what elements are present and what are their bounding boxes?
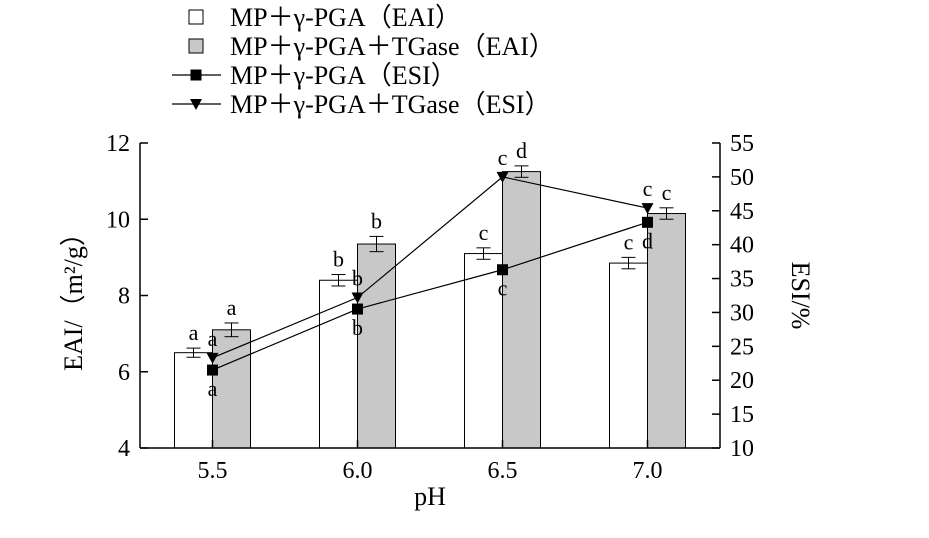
bar-sig-label: c [662,180,672,205]
y-axis-right-title: ESI/% [786,262,815,330]
bar-sig-label: a [189,320,199,345]
legend-marker-triangle [190,99,202,110]
line-sig-label: d [642,228,653,253]
line-sig-label: a [208,376,218,401]
bar-sig-label: b [371,208,382,233]
y-axis-left-title: EAI/（m²/g） [59,220,88,371]
line-sig-label: a [208,326,218,351]
y-right-tick-label: 10 [730,436,754,462]
bar-sig-label: c [624,229,634,254]
y-right-tick-label: 25 [730,334,754,360]
legend-swatch-bar [188,9,204,25]
legend-label: MP＋γ-PGA＋TGase（EAI） [230,32,555,61]
bar-sig-label: c [479,220,489,245]
y-right-tick-label: 15 [730,402,754,428]
bar-sig-label: d [516,138,527,163]
marker-triangle [641,203,654,215]
marker-square [207,364,218,376]
marker-triangle [351,292,364,304]
line-sig-label: c [498,145,508,170]
y-left-tick-label: 12 [106,131,130,157]
y-left-tick-label: 10 [106,207,130,233]
line-sig-label: c [643,176,653,201]
bar-eai-mp-5.5 [174,352,213,449]
legend-marker-square [190,69,202,81]
y-left-tick-label: 6 [118,360,130,386]
bar-eai-tgase-6.0 [357,243,396,449]
marker-square [642,216,653,228]
y-right-tick-label: 35 [730,267,754,293]
y-left-tick-label: 8 [118,284,130,310]
bar-sig-label: b [333,247,344,272]
x-tick-label: 7.0 [633,458,663,484]
legend-label: MP＋γ-PGA（EAI） [230,3,461,32]
line-sig-label: b [352,266,363,291]
legend-label: MP＋γ-PGA（ESI） [230,61,457,90]
x-tick-label: 6.0 [343,458,373,484]
line-sig-label: c [498,276,508,301]
bar-eai-mp-7.0 [609,262,648,449]
bar-eai-tgase-7.0 [647,213,686,449]
line-sig-label: b [352,315,363,340]
lines [206,171,654,376]
series-line-esi-mp [212,221,648,371]
y-right-tick-label: 20 [730,368,754,394]
marker-triangle [206,352,219,364]
x-tick-label: 6.5 [488,458,518,484]
bars [174,171,686,449]
marker-square [352,303,363,315]
legend: MP＋γ-PGA（EAI）MP＋γ-PGA＋TGase（EAI）MP＋γ-PGA… [172,3,555,119]
y-right-tick-label: 30 [730,300,754,326]
x-tick-label: 5.5 [198,458,228,484]
x-axis-title: pH [414,482,446,511]
marker-triangle [496,171,509,183]
axes: 4 6 8 10 12 10 15 20 25 30 35 40 45 50 55 5.5 6.0 6.5 7.0 [106,131,754,484]
y-left-tick-label: 4 [118,436,130,462]
bar-eai-tgase-5.5 [212,329,251,449]
legend-label: MP＋γ-PGA＋TGase（ESI） [230,90,551,119]
y-right-tick-label: 55 [730,131,754,157]
y-right-tick-label: 40 [730,233,754,259]
y-right-tick-label: 45 [730,199,754,225]
marker-square [497,264,508,276]
error-bars [186,165,674,358]
bar-eai-mp-6.5 [464,253,503,449]
bar-eai-tgase-6.5 [502,171,541,449]
y-right-tick-label: 50 [730,165,754,191]
bar-sig-label: a [227,295,237,320]
series-line-esi-tgase [212,176,648,359]
legend-swatch-bar [188,38,204,54]
